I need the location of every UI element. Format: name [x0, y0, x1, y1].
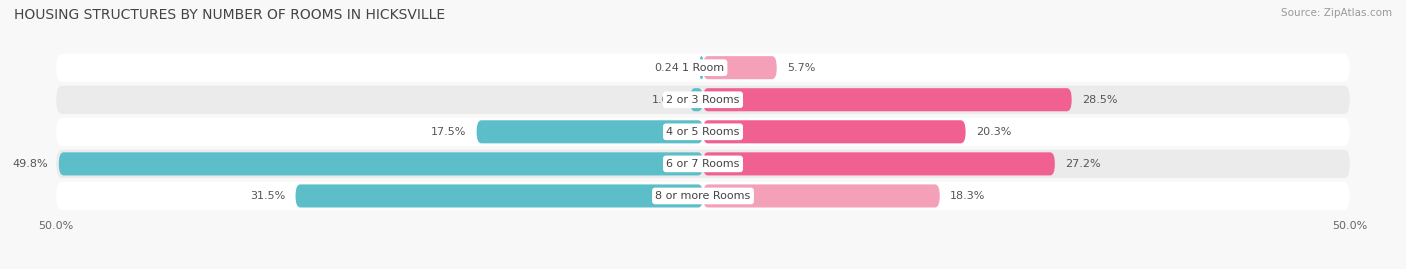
FancyBboxPatch shape	[295, 185, 703, 207]
Text: Source: ZipAtlas.com: Source: ZipAtlas.com	[1281, 8, 1392, 18]
Text: 28.5%: 28.5%	[1083, 95, 1118, 105]
FancyBboxPatch shape	[703, 120, 966, 143]
FancyBboxPatch shape	[703, 56, 776, 79]
FancyBboxPatch shape	[56, 182, 1350, 210]
Text: 49.8%: 49.8%	[13, 159, 48, 169]
FancyBboxPatch shape	[703, 152, 1054, 175]
FancyBboxPatch shape	[700, 56, 703, 79]
Text: 18.3%: 18.3%	[950, 191, 986, 201]
FancyBboxPatch shape	[56, 118, 1350, 146]
FancyBboxPatch shape	[690, 88, 703, 111]
Text: 27.2%: 27.2%	[1066, 159, 1101, 169]
Text: 20.3%: 20.3%	[976, 127, 1011, 137]
Text: 0.24%: 0.24%	[654, 63, 689, 73]
Text: 31.5%: 31.5%	[250, 191, 285, 201]
FancyBboxPatch shape	[59, 152, 703, 175]
Text: 1.0%: 1.0%	[651, 95, 679, 105]
FancyBboxPatch shape	[703, 88, 1071, 111]
Text: 6 or 7 Rooms: 6 or 7 Rooms	[666, 159, 740, 169]
FancyBboxPatch shape	[703, 185, 939, 207]
Text: 2 or 3 Rooms: 2 or 3 Rooms	[666, 95, 740, 105]
Text: HOUSING STRUCTURES BY NUMBER OF ROOMS IN HICKSVILLE: HOUSING STRUCTURES BY NUMBER OF ROOMS IN…	[14, 8, 446, 22]
Text: 4 or 5 Rooms: 4 or 5 Rooms	[666, 127, 740, 137]
FancyBboxPatch shape	[477, 120, 703, 143]
FancyBboxPatch shape	[56, 150, 1350, 178]
Text: 17.5%: 17.5%	[430, 127, 467, 137]
Text: 8 or more Rooms: 8 or more Rooms	[655, 191, 751, 201]
Text: 1 Room: 1 Room	[682, 63, 724, 73]
FancyBboxPatch shape	[56, 86, 1350, 114]
Text: 5.7%: 5.7%	[787, 63, 815, 73]
FancyBboxPatch shape	[56, 54, 1350, 82]
